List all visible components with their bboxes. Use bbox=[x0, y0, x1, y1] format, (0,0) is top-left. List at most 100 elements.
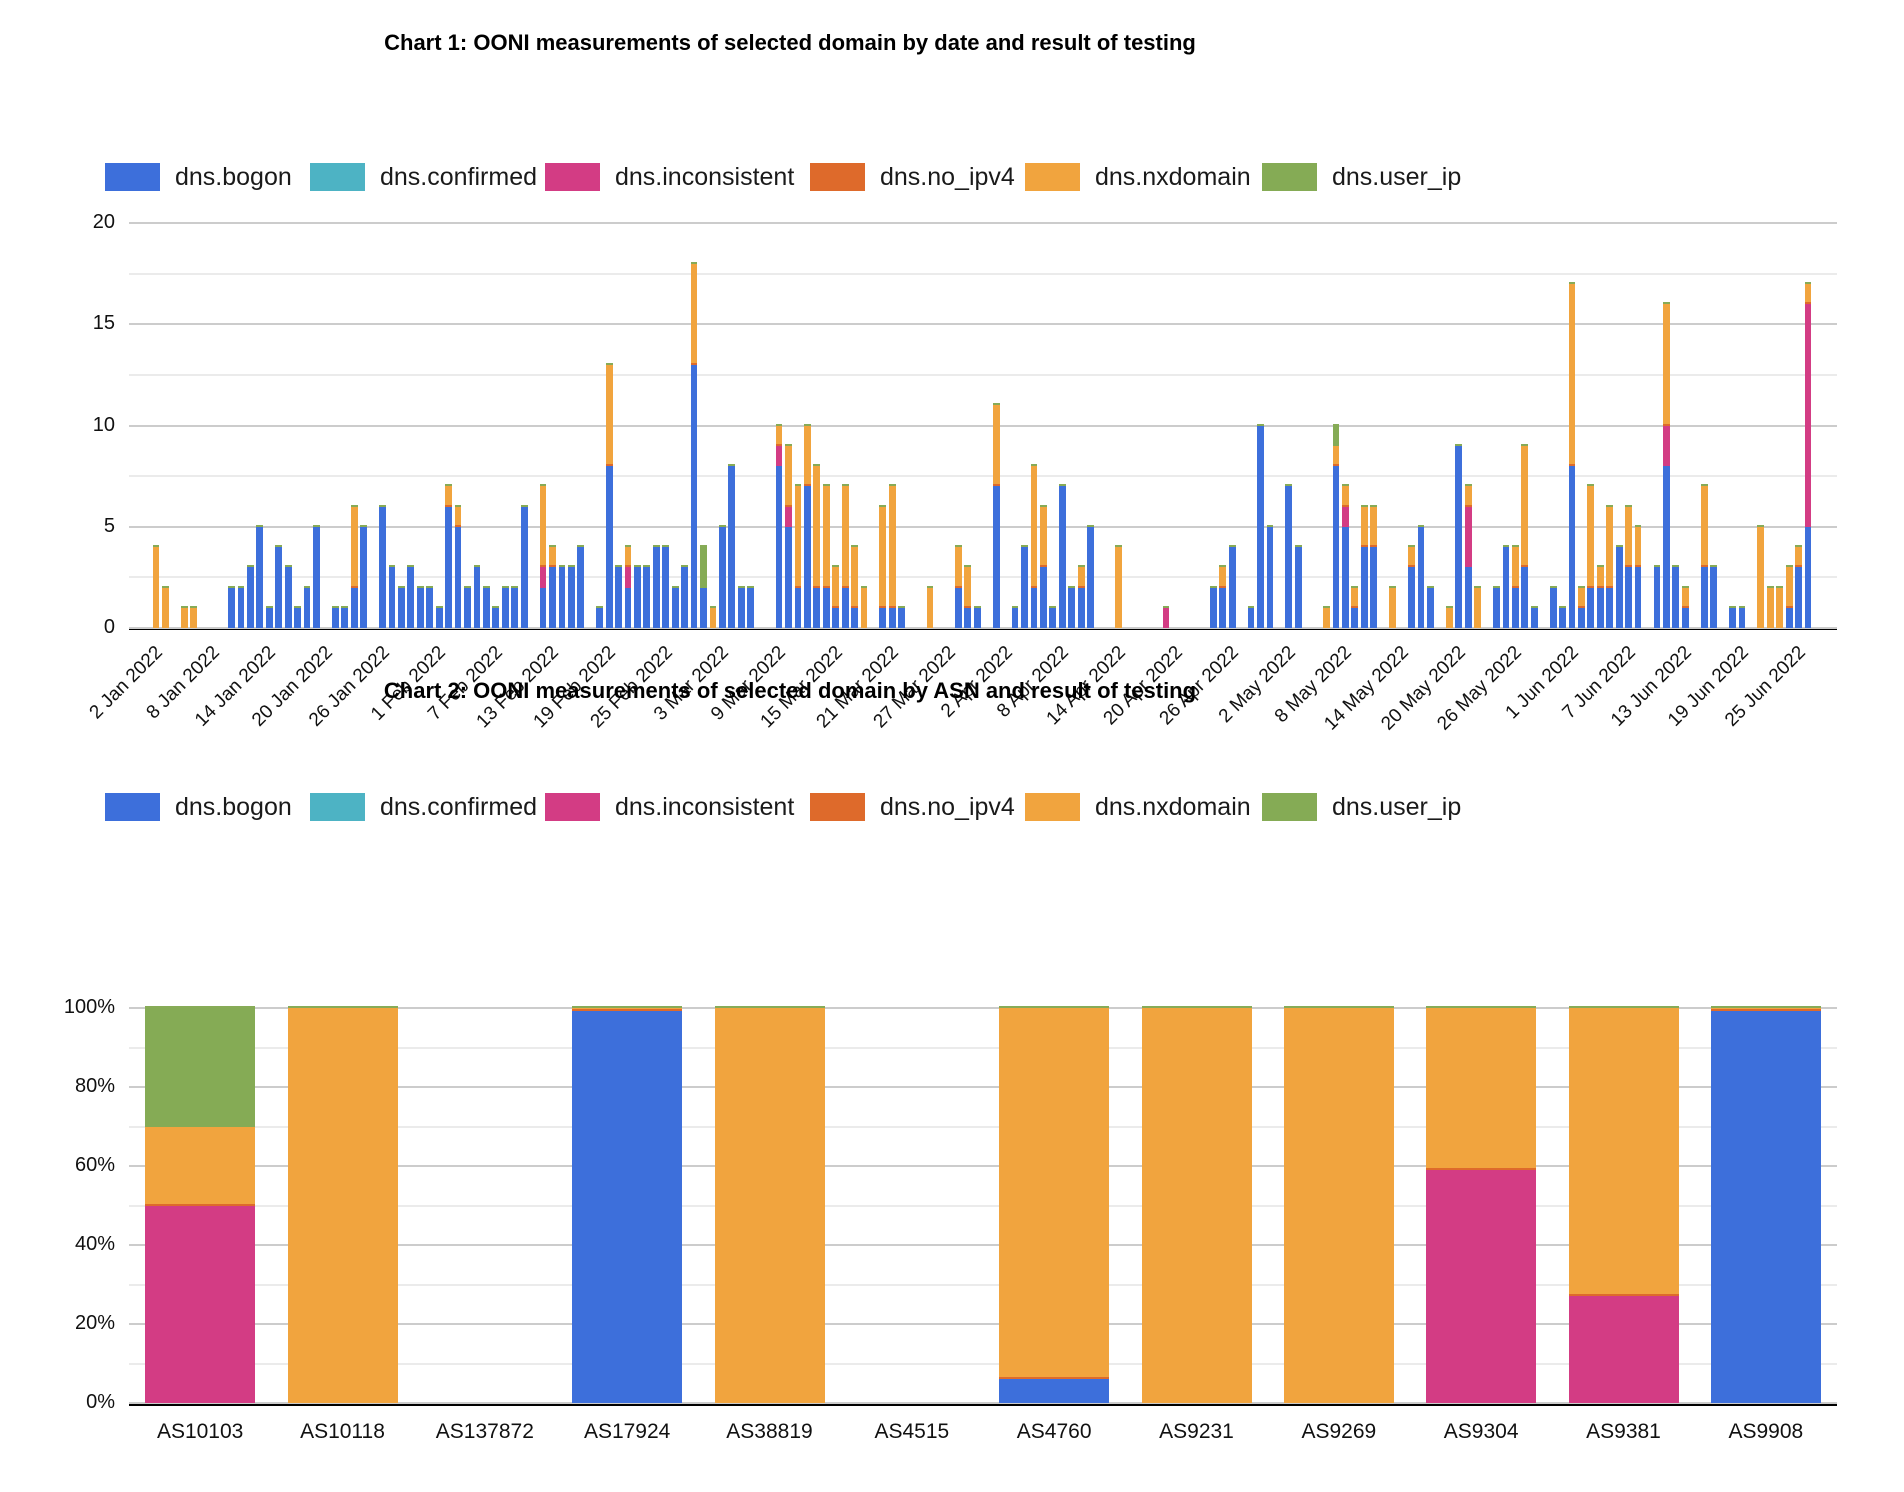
chart1-bar-day30[interactable] bbox=[435, 185, 443, 628]
chart1-bar-day170[interactable] bbox=[1757, 185, 1765, 628]
chart1-bar-day113[interactable] bbox=[1219, 185, 1227, 628]
chart1-bar-day156[interactable] bbox=[1625, 185, 1633, 628]
chart1-bar-day128[interactable] bbox=[1360, 185, 1368, 628]
chart1-bar-day159[interactable] bbox=[1653, 185, 1661, 628]
chart1-bar-day19[interactable] bbox=[331, 185, 339, 628]
chart1-bar-day52[interactable] bbox=[643, 185, 651, 628]
chart1-bar-day1[interactable] bbox=[162, 185, 169, 628]
chart1-bar-day66[interactable] bbox=[775, 185, 783, 628]
chart1-bar-day36[interactable] bbox=[492, 185, 500, 628]
legend-item-user_ip[interactable]: dns.user_ip bbox=[1262, 792, 1461, 822]
chart1-bar-day152[interactable] bbox=[1587, 185, 1595, 628]
chart1-bar-day79[interactable] bbox=[898, 185, 906, 628]
chart1-bar-day55[interactable] bbox=[671, 185, 679, 628]
chart1-bar-day153[interactable] bbox=[1596, 185, 1604, 628]
chart1-bar-day4[interactable] bbox=[190, 185, 198, 628]
chart1-bar-day140[interactable] bbox=[1474, 185, 1481, 628]
chart1-bar-day17[interactable] bbox=[313, 185, 320, 628]
chart1-bar-day99[interactable] bbox=[1087, 185, 1094, 628]
chart1-bar-day171[interactable] bbox=[1766, 185, 1774, 628]
chart1-bar-day97[interactable] bbox=[1068, 185, 1076, 628]
chart1-bar-day150[interactable] bbox=[1568, 185, 1576, 628]
chart1-bar-day129[interactable] bbox=[1370, 185, 1378, 628]
chart1-bar-day138[interactable] bbox=[1455, 185, 1463, 628]
chart1-bar-day25[interactable] bbox=[388, 185, 396, 628]
chart1-bar-day53[interactable] bbox=[652, 185, 660, 628]
chart1-bar-day94[interactable] bbox=[1039, 185, 1047, 628]
chart1-bar-day29[interactable] bbox=[426, 185, 434, 628]
chart1-bar-day69[interactable] bbox=[803, 185, 811, 628]
chart1-bar-day77[interactable] bbox=[879, 185, 887, 628]
chart1-bar-day42[interactable] bbox=[549, 185, 556, 628]
chart1-bar-day164[interactable] bbox=[1700, 185, 1708, 628]
chart1-bar-day92[interactable] bbox=[1021, 185, 1028, 628]
chart1-bar-day60[interactable] bbox=[719, 185, 726, 628]
chart1-bar-day68[interactable] bbox=[794, 185, 802, 628]
chart1-bar-day168[interactable] bbox=[1738, 185, 1746, 628]
chart1-bar-day86[interactable] bbox=[964, 185, 972, 628]
chart1-bar-day78[interactable] bbox=[888, 185, 896, 628]
chart1-bar-day157[interactable] bbox=[1634, 185, 1642, 628]
chart1-bar-day0[interactable] bbox=[152, 185, 160, 628]
chart2-bar-AS38819[interactable] bbox=[714, 1006, 825, 1403]
chart1-bar-day144[interactable] bbox=[1511, 185, 1519, 628]
chart1-bar-day149[interactable] bbox=[1559, 185, 1566, 628]
chart1-bar-day14[interactable] bbox=[284, 185, 292, 628]
chart1-bar-day135[interactable] bbox=[1427, 185, 1434, 628]
chart1-bar-day70[interactable] bbox=[813, 185, 821, 628]
chart1-bar-day173[interactable] bbox=[1785, 185, 1793, 628]
chart1-bar-day131[interactable] bbox=[1389, 185, 1397, 628]
chart1-bar-day139[interactable] bbox=[1464, 185, 1472, 628]
chart1-bar-day13[interactable] bbox=[275, 185, 283, 628]
chart2-bar-AS9381[interactable] bbox=[1568, 1006, 1679, 1403]
chart2-bar-AS17924[interactable] bbox=[572, 1006, 683, 1403]
chart1-bar-day118[interactable] bbox=[1266, 185, 1274, 628]
chart1-bar-day39[interactable] bbox=[520, 185, 528, 628]
chart1-bar-day102[interactable] bbox=[1115, 185, 1123, 628]
chart1-bar-day148[interactable] bbox=[1549, 185, 1557, 628]
chart1-bar-day47[interactable] bbox=[596, 185, 604, 628]
chart1-bar-day59[interactable] bbox=[709, 185, 717, 628]
chart1-bar-day161[interactable] bbox=[1672, 185, 1680, 628]
chart1-bar-day48[interactable] bbox=[605, 185, 613, 628]
chart1-bar-day38[interactable] bbox=[511, 185, 519, 628]
legend-item-confirmed[interactable]: dns.confirmed bbox=[310, 792, 537, 822]
chart1-bar-day73[interactable] bbox=[841, 185, 849, 628]
chart2-bar-AS9304[interactable] bbox=[1426, 1006, 1537, 1403]
legend-item-inconsistent[interactable]: dns.inconsistent bbox=[545, 162, 794, 192]
chart1-bar-day61[interactable] bbox=[728, 185, 736, 628]
chart1-bar-day146[interactable] bbox=[1530, 185, 1538, 628]
chart1-bar-day50[interactable] bbox=[624, 185, 632, 628]
legend-item-bogon[interactable]: dns.bogon bbox=[105, 162, 292, 192]
legend-item-bogon[interactable]: dns.bogon bbox=[105, 792, 292, 822]
chart1-bar-day133[interactable] bbox=[1408, 185, 1415, 628]
chart1-bar-day12[interactable] bbox=[265, 185, 273, 628]
chart1-bar-day33[interactable] bbox=[464, 185, 471, 628]
legend-item-nxdomain[interactable]: dns.nxdomain bbox=[1025, 792, 1251, 822]
chart1-bar-day93[interactable] bbox=[1030, 185, 1038, 628]
chart2-bar-AS9908[interactable] bbox=[1710, 1006, 1821, 1403]
chart1-bar-day56[interactable] bbox=[681, 185, 689, 628]
chart2-bar-AS9269[interactable] bbox=[1283, 1006, 1394, 1403]
chart1-bar-day10[interactable] bbox=[247, 185, 254, 628]
chart1-bar-day137[interactable] bbox=[1445, 185, 1453, 628]
chart1-bar-day49[interactable] bbox=[615, 185, 622, 628]
chart1-bar-day87[interactable] bbox=[973, 185, 981, 628]
legend-item-no_ipv4[interactable]: dns.no_ipv4 bbox=[810, 162, 1015, 192]
chart1-bar-day3[interactable] bbox=[180, 185, 188, 628]
legend-item-nxdomain[interactable]: dns.nxdomain bbox=[1025, 162, 1251, 192]
chart1-bar-day96[interactable] bbox=[1058, 185, 1066, 628]
chart1-bar-day142[interactable] bbox=[1493, 185, 1500, 628]
chart1-bar-day116[interactable] bbox=[1247, 185, 1255, 628]
chart1-bar-day28[interactable] bbox=[416, 185, 424, 628]
chart1-bar-day62[interactable] bbox=[737, 185, 745, 628]
chart1-bar-day44[interactable] bbox=[567, 185, 575, 628]
chart1-bar-day89[interactable] bbox=[992, 185, 1000, 628]
chart1-bar-day27[interactable] bbox=[407, 185, 415, 628]
chart1-bar-day43[interactable] bbox=[558, 185, 566, 628]
chart1-bar-day114[interactable] bbox=[1228, 185, 1236, 628]
chart1-bar-day34[interactable] bbox=[473, 185, 481, 628]
chart1-bar-day37[interactable] bbox=[501, 185, 509, 628]
legend-item-confirmed[interactable]: dns.confirmed bbox=[310, 162, 537, 192]
chart1-bar-day160[interactable] bbox=[1663, 185, 1670, 628]
